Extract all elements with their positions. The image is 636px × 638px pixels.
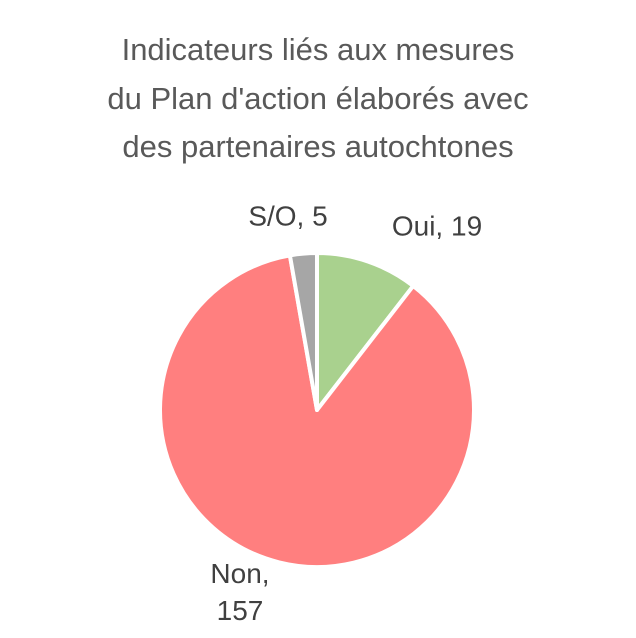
pie-slice (287, 251, 319, 412)
chart-title: du Plan d'action élaborés avec (107, 81, 528, 116)
pie-slice (315, 251, 416, 412)
data-label: Oui, 19 (392, 210, 482, 241)
data-label: S/O, 5 (248, 200, 327, 231)
chart-title: des partenaires autochtones (122, 129, 513, 164)
data-label: Non, 157 (210, 558, 269, 626)
chart-title: Indicateurs liés aux mesures (122, 32, 515, 67)
